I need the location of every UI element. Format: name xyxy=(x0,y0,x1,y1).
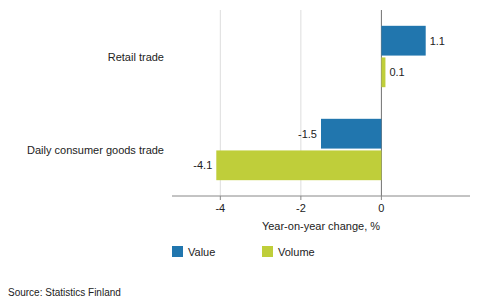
source-note: Source: Statistics Finland xyxy=(8,287,121,298)
legend-swatch xyxy=(172,246,183,257)
legend-label: Value xyxy=(188,246,215,258)
chart: -1.5 1.1 -4.1 0.1 -4 -2 0 Year-on-year change, … xyxy=(0,0,493,304)
tick-label: -2 xyxy=(296,202,306,214)
axis-line xyxy=(172,196,470,197)
data-label: 0.1 xyxy=(389,66,404,78)
y-axis: Daily consumer goods trade Retail trade xyxy=(27,51,164,156)
x-axis: -4 -2 0 Year-on-year change, % xyxy=(172,196,470,232)
axis-label: Year-on-year change, % xyxy=(262,220,380,232)
tick-mark xyxy=(300,196,301,200)
data-label: -1.5 xyxy=(298,128,317,140)
tick-mark xyxy=(220,196,221,200)
bar xyxy=(381,26,425,56)
tick-label: 0 xyxy=(378,202,384,214)
data-label: -4.1 xyxy=(193,159,212,171)
tick-label: -4 xyxy=(215,202,225,214)
chart-container: -1.5 1.1 -4.1 0.1 -4 -2 0 Year-on-year change, … xyxy=(0,0,493,304)
bar xyxy=(381,57,385,87)
data-label: 1.1 xyxy=(430,35,445,47)
category-label: Daily consumer goods trade xyxy=(27,144,164,156)
bars xyxy=(216,26,425,180)
bar xyxy=(321,119,381,149)
legend-label: Volume xyxy=(278,246,315,258)
data-labels: -1.5 1.1 -4.1 0.1 xyxy=(193,35,445,172)
legend: Value Volume xyxy=(172,246,315,258)
legend-swatch xyxy=(262,246,273,257)
category-label: Retail trade xyxy=(108,51,164,63)
bar xyxy=(216,150,381,180)
tick-mark xyxy=(381,196,382,200)
